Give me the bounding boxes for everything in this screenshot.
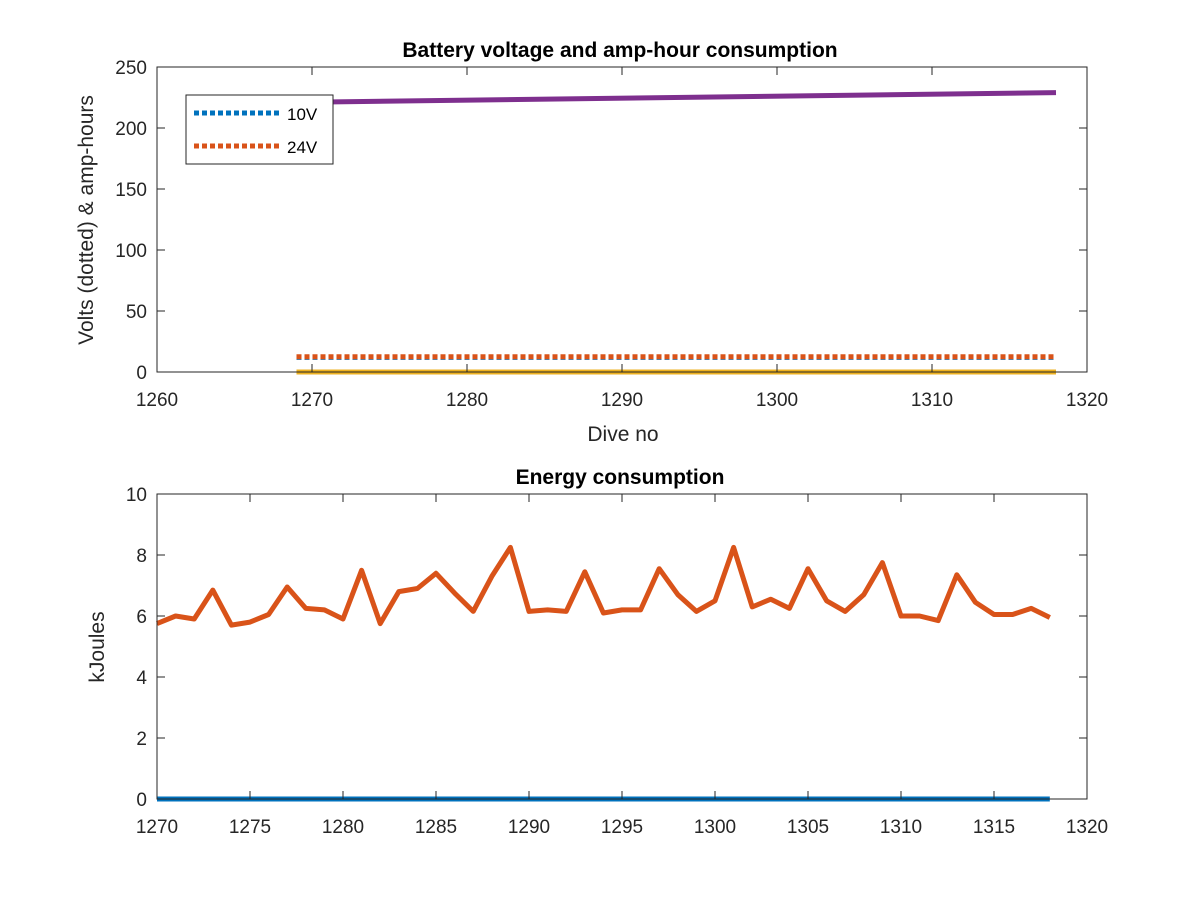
- series-line-3: [296, 90, 1057, 105]
- y-tick-label: 150: [115, 180, 147, 201]
- y-tick-label: 0: [136, 790, 147, 811]
- y-axis-label: Volts (dotted) & amp-hours: [75, 95, 98, 345]
- y-tick-label: 6: [136, 607, 147, 628]
- tick-group: 1270 1275 1280 1285 1290 1295 1300 1305 1310 1315…: [126, 485, 1108, 838]
- axes-box: [156, 493, 1088, 800]
- subplot-title: Energy consumption: [516, 466, 725, 489]
- x-tick-label: 1285: [415, 817, 457, 838]
- x-tick-label: 1320: [1066, 817, 1108, 838]
- y-tick-label: 100: [115, 241, 147, 262]
- x-tick-label: 1260: [136, 390, 178, 411]
- x-tick-label: 1280: [446, 390, 488, 411]
- subplot-title: Battery voltage and amp-hour consumption: [402, 39, 837, 62]
- x-tick-label: 1310: [880, 817, 922, 838]
- y-tick-label: 10: [126, 485, 147, 506]
- x-tick-label: 1300: [694, 817, 736, 838]
- legend-label-10v: 10V: [287, 105, 318, 124]
- x-tick-label: 1275: [229, 817, 271, 838]
- legend-label-24v: 24V: [287, 138, 318, 157]
- axes-box: [156, 66, 1088, 373]
- y-tick-label: 50: [126, 302, 147, 323]
- x-tick-label: 1320: [1066, 390, 1108, 411]
- x-tick-label: 1290: [508, 817, 550, 838]
- y-tick-label: 8: [136, 546, 147, 567]
- tick-group: 1260 1270 1280 1290 1300 1310 1320 0 50 100 150 200…: [115, 58, 1108, 411]
- x-tick-label: 1270: [291, 390, 333, 411]
- x-tick-label: 1315: [973, 817, 1015, 838]
- x-tick-label: 1295: [601, 817, 643, 838]
- y-axis-label: kJoules: [86, 611, 109, 682]
- x-tick-label: 1270: [136, 817, 178, 838]
- y-tick-label: 200: [115, 119, 147, 140]
- y-tick-label: 4: [136, 668, 147, 689]
- subplot-energy-consumption: Energy consumption kJoules 1270 1275 1280 1…: [86, 466, 1108, 838]
- y-tick-label: 250: [115, 58, 147, 79]
- x-tick-label: 1310: [911, 390, 953, 411]
- series-line-1: [156, 544, 1051, 628]
- x-tick-label: 1290: [601, 390, 643, 411]
- legend-box: [185, 94, 334, 165]
- x-axis-label: Dive no: [587, 423, 658, 446]
- legend: 10V 24V: [185, 94, 334, 165]
- subplot-battery-voltage: Battery voltage and amp-hour consumption…: [75, 39, 1108, 446]
- y-tick-label: 2: [136, 729, 147, 750]
- x-tick-label: 1305: [787, 817, 829, 838]
- x-tick-label: 1280: [322, 817, 364, 838]
- x-tick-label: 1300: [756, 390, 798, 411]
- y-tick-label: 0: [136, 363, 147, 384]
